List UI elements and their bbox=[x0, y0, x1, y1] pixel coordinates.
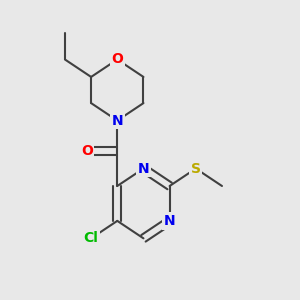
Text: O: O bbox=[111, 52, 123, 67]
Text: Cl: Cl bbox=[84, 231, 98, 245]
Text: N: N bbox=[112, 114, 123, 128]
Text: S: S bbox=[191, 161, 201, 176]
Text: N: N bbox=[138, 161, 149, 176]
Text: N: N bbox=[164, 214, 176, 228]
Text: O: O bbox=[81, 144, 93, 158]
